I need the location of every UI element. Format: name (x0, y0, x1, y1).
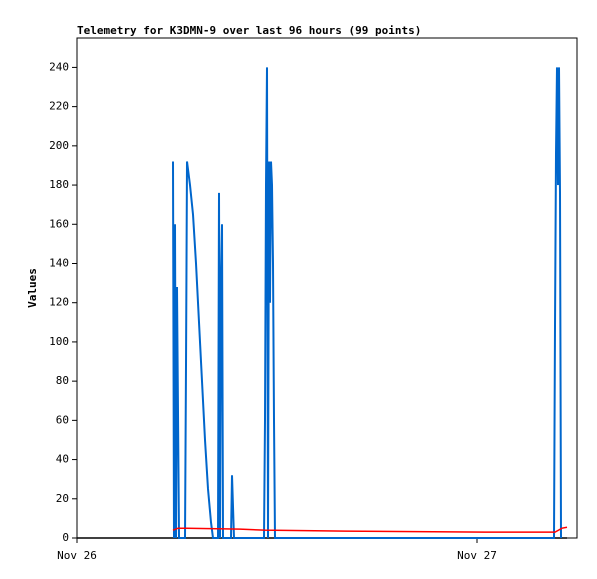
y-tick-label: 220 (49, 100, 69, 113)
y-tick-label: 0 (62, 531, 69, 544)
y-tick-label: 240 (49, 60, 69, 73)
y-axis-label: Values (26, 268, 39, 308)
y-tick-label: 40 (56, 453, 69, 466)
y-tick-label: 20 (56, 492, 69, 505)
series-line (172, 67, 562, 539)
plot-frame (76, 37, 578, 539)
y-tick-label: 120 (49, 296, 69, 309)
x-tick-label: Nov 27 (457, 549, 497, 562)
y-tick-label: 160 (49, 217, 69, 230)
x-tick-label: Nov 26 (57, 549, 97, 562)
y-tick-label: 180 (49, 178, 69, 191)
y-tick-label: 60 (56, 413, 69, 426)
chart-title: Telemetry for K3DMN-9 over last 96 hours… (77, 24, 421, 37)
y-tick-label: 80 (56, 374, 69, 387)
series-line (172, 526, 568, 533)
y-tick-label: 100 (49, 335, 69, 348)
y-tick-label: 140 (49, 256, 69, 269)
y-tick-label: 200 (49, 139, 69, 152)
